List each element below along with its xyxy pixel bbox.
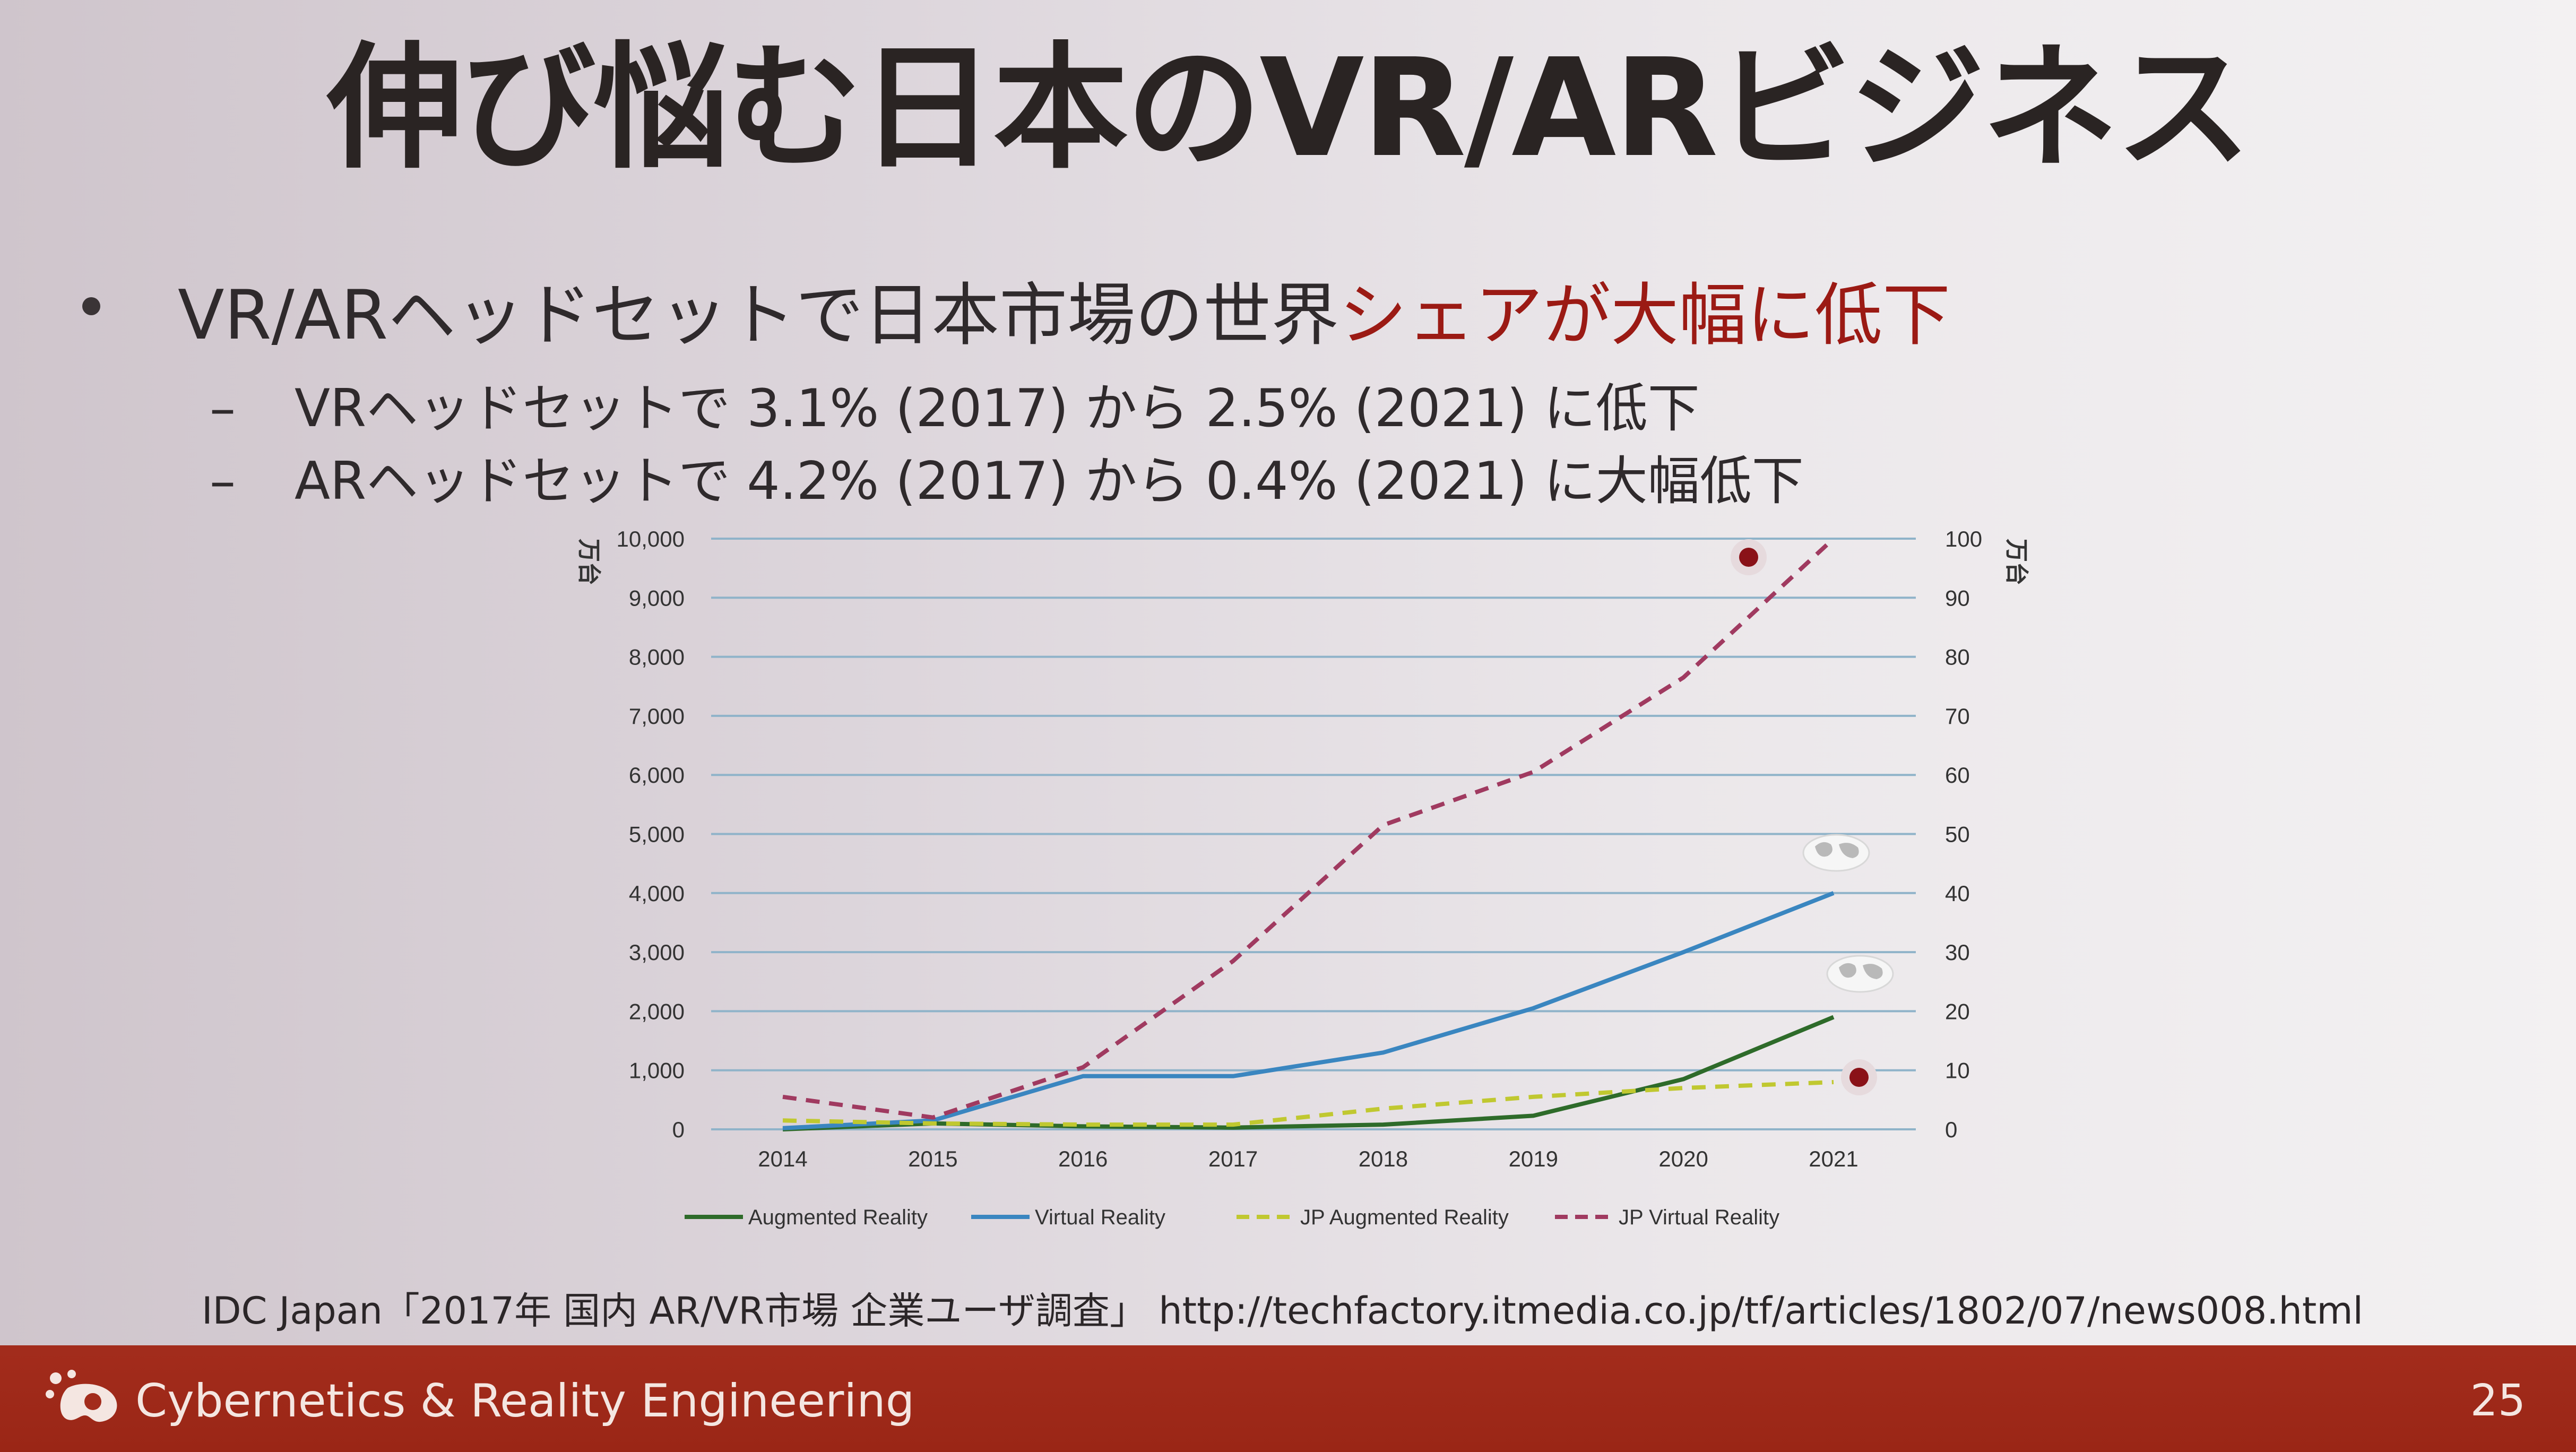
slide-title: 伸び悩む日本のVR/ARビジネス — [327, 30, 2251, 187]
y-right-tick-label: 40 — [1945, 881, 1970, 906]
y-left-tick-label: 2,000 — [629, 999, 685, 1024]
y-left-tick-label: 5,000 — [629, 822, 685, 847]
y-right-tick-label: 100 — [1945, 526, 1982, 551]
sub-bullet-ar: – ARヘッドセットで 4.2% (2017) から 0.4% (2021) に大… — [210, 447, 1804, 516]
y-left-tick-label: 0 — [672, 1117, 685, 1142]
series-line-virtual-reality — [782, 891, 1835, 1130]
page-number: 25 — [2470, 1376, 2526, 1426]
legend-label: Virtual Reality — [1035, 1206, 1165, 1229]
x-tick-label: 2021 — [1809, 1146, 1858, 1171]
y-right-tick-label: 20 — [1945, 999, 1970, 1024]
japan-marker-icon — [1841, 1059, 1877, 1095]
y-right-tick-label: 70 — [1945, 704, 1970, 729]
series-line-augmented-reality — [782, 1015, 1835, 1131]
x-tick-label: 2015 — [908, 1146, 957, 1171]
y-right-tick-label: 50 — [1945, 822, 1970, 847]
cre-logo-icon — [46, 1370, 117, 1422]
x-tick-label: 2017 — [1208, 1146, 1258, 1171]
bullet-main: VR/ARヘッドセットで日本市場の世界シェアが大幅に低下 — [178, 273, 1950, 358]
y-left-tick-label: 9,000 — [629, 585, 685, 610]
globe-icon — [1826, 955, 1894, 993]
sub-bullet-ar-text: ARヘッドセットで 4.2% (2017) から 0.4% (2021) に大幅… — [295, 451, 1804, 512]
x-tick-label: 2020 — [1658, 1146, 1708, 1171]
sub-bullet-dash: – — [210, 378, 236, 439]
globe-icon — [1802, 834, 1870, 872]
y-right-tick-label: 80 — [1945, 645, 1970, 670]
y-right-tick-label: 30 — [1945, 940, 1970, 965]
headset-shipments-chart: 0 0 1,000 10 2,000 20 3,000 30 4,000 40 5,000 50 6,0… — [552, 517, 2059, 1250]
y-right-tick-label: 10 — [1945, 1058, 1970, 1083]
y-right-tick-label: 60 — [1945, 763, 1970, 788]
y-left-tick-label: 4,000 — [629, 881, 685, 906]
x-tick-label: 2019 — [1509, 1146, 1558, 1171]
legend-label: Augmented Reality — [748, 1206, 928, 1229]
series-line-jp-virtual-reality — [782, 537, 1835, 1120]
legend-label: JP Virtual Reality — [1619, 1206, 1779, 1229]
y-left-tick-label: 6,000 — [629, 763, 685, 788]
sub-bullet-vr-text: VRヘッドセットで 3.1% (2017) から 2.5% (2021) に低下 — [295, 378, 1700, 439]
sub-bullet-dash: – — [210, 451, 236, 512]
legend-label: JP Augmented Reality — [1300, 1206, 1509, 1229]
bullet-dot — [82, 297, 100, 315]
footer-title: Cybernetics & Reality Engineering — [135, 1375, 915, 1428]
x-tick-label: 2014 — [758, 1146, 807, 1171]
y-left-unit-label: 万台 — [576, 539, 602, 585]
source-citation: IDC Japan「2017年 国内 AR/VR市場 企業ユーザ調査」 http… — [202, 1289, 2363, 1333]
y-left-tick-label: 1,000 — [629, 1058, 685, 1083]
x-tick-label: 2016 — [1058, 1146, 1108, 1171]
y-left-tick-label: 7,000 — [629, 704, 685, 729]
chart-svg: 0 0 1,000 10 2,000 20 3,000 30 4,000 40 5,000 50 6,0… — [576, 526, 2029, 1229]
japan-marker-icon — [1731, 539, 1767, 575]
sub-bullet-vr: – VRヘッドセットで 3.1% (2017) から 2.5% (2021) に低… — [210, 374, 1700, 443]
bullet-list: VR/ARヘッドセットで日本市場の世界シェアが大幅に低下 – VRヘッドセットで … — [0, 0, 2576, 531]
y-left-tick-label: 8,000 — [629, 645, 685, 670]
footer-bar: Cybernetics & Reality Engineering 25 — [0, 1345, 2576, 1452]
y-right-tick-label: 0 — [1945, 1117, 1957, 1142]
y-left-tick-label: 10,000 — [617, 526, 685, 551]
bullet-main-accent: シェアが大幅に低下 — [1339, 276, 1951, 355]
bullet-main-prefix: VR/ARヘッドセットで日本市場の世界 — [178, 276, 1339, 355]
y-left-tick-label: 3,000 — [629, 940, 685, 965]
x-tick-label: 2018 — [1359, 1146, 1408, 1171]
y-right-unit-label: 万台 — [2003, 539, 2029, 585]
series-line-jp-augmented-reality — [782, 1080, 1834, 1127]
y-right-tick-label: 90 — [1945, 585, 1970, 610]
